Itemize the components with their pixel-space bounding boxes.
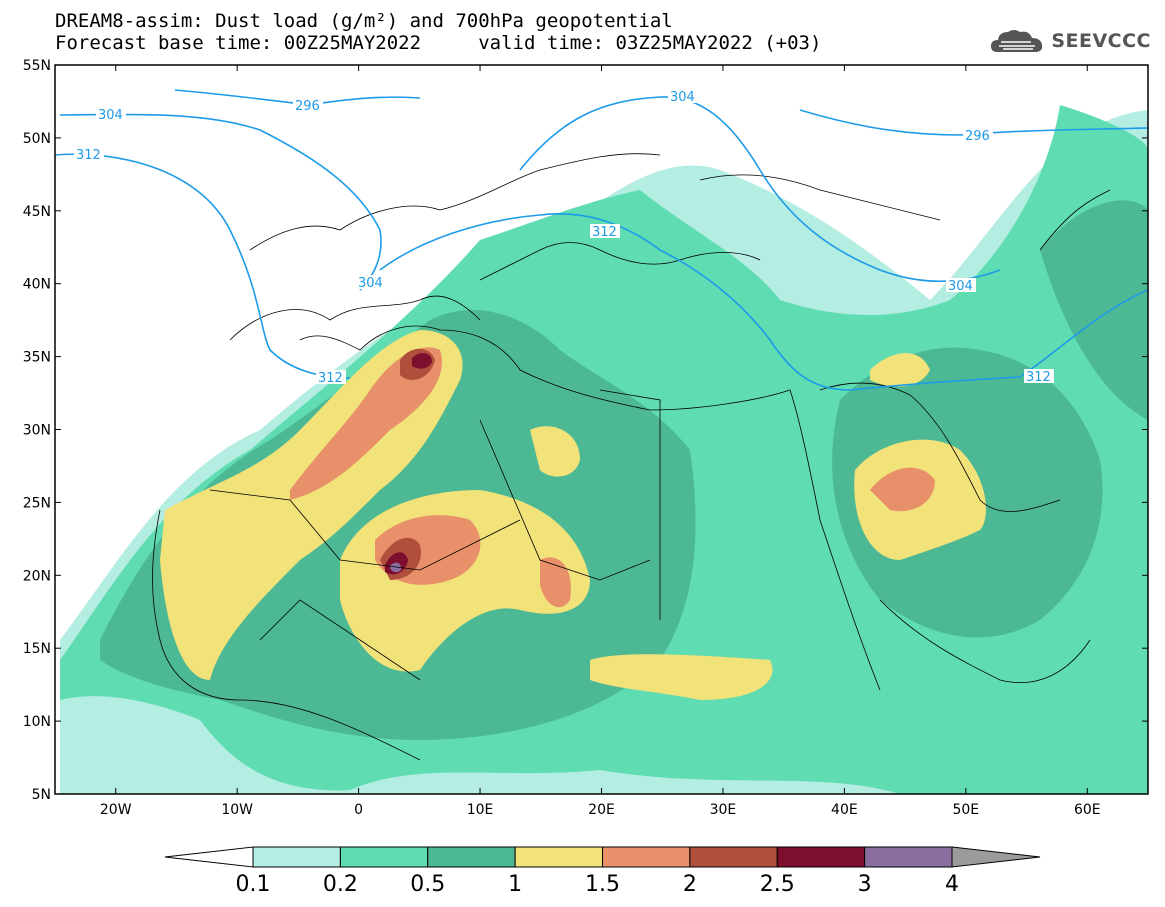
colorbar: 0.1 0.2 0.5 1 1.5 2 2.5 3 4 xyxy=(164,846,1041,897)
colorbar-segment xyxy=(514,846,603,868)
lat-tick-label: 30N xyxy=(23,423,51,439)
lon-tick-label: 0 xyxy=(354,802,363,818)
contour-label: 304 xyxy=(358,276,383,291)
colorbar-segment xyxy=(689,846,778,868)
lon-tick-label: 30E xyxy=(710,802,737,818)
contour-label: 296 xyxy=(965,129,990,144)
lon-tick-label: 20W xyxy=(100,802,132,818)
lat-tick-label: 25N xyxy=(23,495,51,511)
lat-tick-label: 55N xyxy=(23,58,51,74)
chart-title: DREAM8-assim: Dust load (g/m²) and 700hP… xyxy=(55,10,673,32)
contour-label: 296 xyxy=(295,99,320,114)
contour-304-west xyxy=(59,113,382,291)
contour-label: 304 xyxy=(670,90,695,105)
lat-tick-label: 50N xyxy=(23,131,51,147)
contour-label: 304 xyxy=(948,279,973,294)
contour-label: 312 xyxy=(76,148,101,163)
colorbar-segment xyxy=(776,846,866,868)
lon-tick-label: 50E xyxy=(952,802,979,818)
colorbar-label: 0.1 xyxy=(236,872,271,897)
colorbar-label: 3 xyxy=(858,872,872,897)
colorbar-segment xyxy=(864,846,953,868)
coastlines xyxy=(152,153,1111,761)
contour-label: 312 xyxy=(1026,370,1051,385)
colorbar-label: 4 xyxy=(945,872,959,897)
lon-tick-label: 10W xyxy=(221,802,253,818)
contour-296-east xyxy=(799,109,1148,136)
colorbar-segment xyxy=(252,846,341,868)
lat-tick-label: 5N xyxy=(32,787,51,803)
logo-text: SEEVCCC xyxy=(1051,30,1151,52)
contour-312-central xyxy=(379,212,1148,391)
colorbar-label: 0.5 xyxy=(410,872,445,897)
colorbar-label: 0.2 xyxy=(323,872,358,897)
lat-tick-label: 45N xyxy=(23,204,51,220)
lon-tick-label: 60E xyxy=(1074,802,1101,818)
contour-312-west xyxy=(55,153,351,379)
contour-label: 304 xyxy=(98,108,123,123)
contour-304-central xyxy=(519,96,1001,283)
axis-ticks: 55N 50N 45N 40N 35N 30N 25N 20N 15N 10N 5N 20W 10W 0 1… xyxy=(23,58,1148,818)
dust-level-1-5 xyxy=(290,347,442,500)
lat-tick-label: 10N xyxy=(23,714,51,730)
chart-subtitle: Forecast base time: 00Z25MAY2022 valid t… xyxy=(55,32,822,54)
colorbar-label: 1 xyxy=(508,872,522,897)
colorbar-segment xyxy=(602,846,691,868)
contour-label: 312 xyxy=(318,371,343,386)
contour-labels: 304 296 312 304 296 312 304 312 304 312 xyxy=(74,89,1054,386)
geopotential-contours xyxy=(55,89,1148,391)
lat-tick-label: 15N xyxy=(23,641,51,657)
colorbar-segment xyxy=(951,846,1041,868)
lat-tick-label: 40N xyxy=(23,277,51,293)
colorbar-segment xyxy=(427,846,516,868)
colorbar-segment xyxy=(339,846,429,868)
lon-tick-label: 10E xyxy=(467,802,494,818)
cloud-logo-icon xyxy=(991,30,1043,52)
seevccc-logo: SEEVCCC xyxy=(989,26,1151,56)
colorbar-label: 2.5 xyxy=(760,872,795,897)
lon-tick-label: 40E xyxy=(831,802,858,818)
lon-tick-label: 20E xyxy=(588,802,615,818)
lat-tick-label: 35N xyxy=(23,350,51,366)
colorbar-label: 1.5 xyxy=(585,872,620,897)
colorbar-segment xyxy=(164,846,254,868)
lat-tick-label: 20N xyxy=(23,568,51,584)
contour-label: 312 xyxy=(592,225,617,240)
colorbar-label: 2 xyxy=(683,872,697,897)
